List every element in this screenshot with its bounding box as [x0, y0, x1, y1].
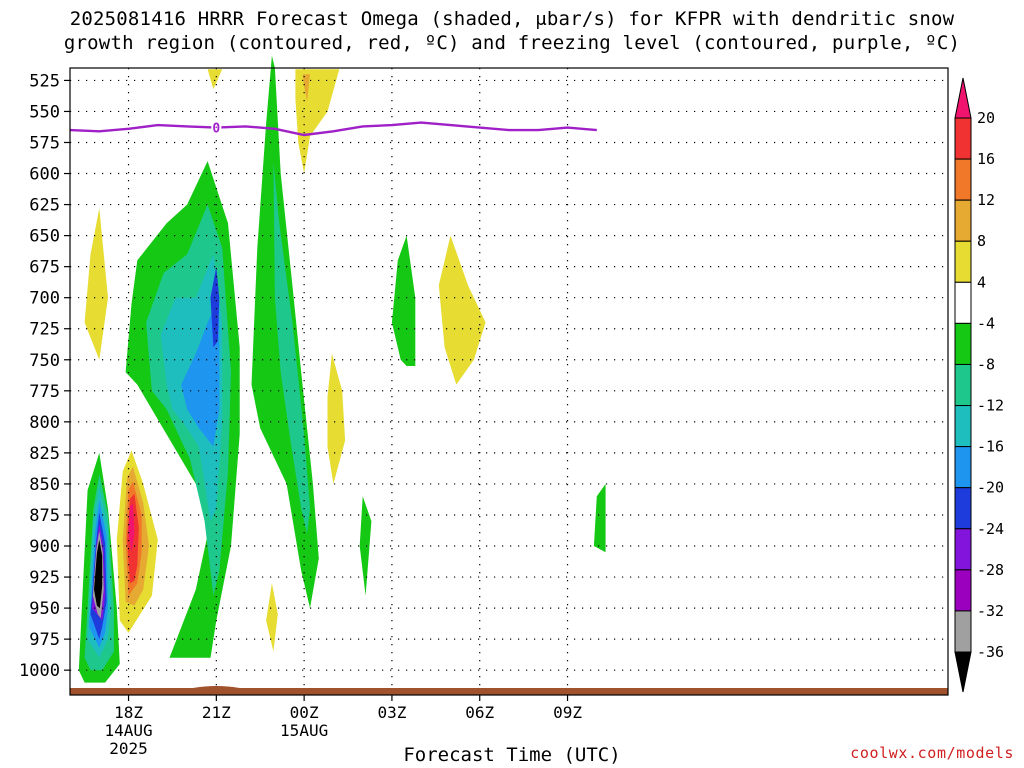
- colorbar-label: -24: [977, 520, 1004, 538]
- omega-contour-fill-19: [438, 235, 486, 385]
- chart-title-line1: 2025081416 HRRR Forecast Omega (shaded, …: [69, 8, 955, 30]
- y-tick-label: 600: [29, 165, 60, 185]
- colorbar-bottom-triangle: [954, 651, 972, 693]
- y-tick-label: 900: [29, 537, 60, 557]
- colorbar-label: 4: [977, 273, 986, 291]
- colorbar-label: -8: [977, 355, 995, 373]
- omega-contour-fill-17: [327, 353, 346, 484]
- colorbar-label: -36: [977, 643, 1004, 661]
- x-tick-sublabel: 15AUG: [280, 721, 328, 740]
- y-tick-label: 825: [29, 444, 60, 464]
- colorbar-label: -28: [977, 561, 1004, 579]
- colorbar-top-triangle: [954, 77, 972, 119]
- colorbar-swatch: [954, 487, 972, 530]
- x-tick-label: 21Z: [202, 703, 231, 722]
- y-tick-label: 1000: [19, 661, 60, 681]
- freezing-level-line: [69, 121, 597, 137]
- x-tick-sublabel: 2025: [109, 739, 148, 758]
- colorbar-label: 8: [977, 232, 986, 250]
- y-tick-label: 750: [29, 351, 60, 371]
- colorbar-label: -16: [977, 438, 1004, 456]
- y-tick-label: 875: [29, 506, 60, 526]
- colorbar-swatch: [954, 610, 972, 653]
- y-tick-label: 775: [29, 382, 60, 402]
- colorbar-swatch: [954, 569, 972, 612]
- colorbar-label: -12: [977, 397, 1004, 415]
- y-tick-label: 975: [29, 630, 60, 650]
- credit-text: coolwx.com/models: [850, 744, 1014, 762]
- y-tick-label: 525: [29, 71, 60, 91]
- y-tick-label: 650: [29, 227, 60, 247]
- colorbar-swatch: [954, 528, 972, 571]
- x-tick-sublabel: 14AUG: [104, 721, 152, 740]
- colorbar-swatch: [954, 405, 972, 448]
- y-tick-label: 925: [29, 568, 60, 588]
- y-tick-label: 725: [29, 320, 60, 340]
- omega-contour-fill-7: [94, 539, 103, 609]
- chart-title-line2: growth region (contoured, red, ºC) and f…: [63, 32, 961, 54]
- colorbar-swatch: [954, 363, 972, 407]
- colorbar-label: 16: [977, 150, 995, 168]
- x-axis-label: Forecast Time (UTC): [403, 744, 621, 766]
- omega-contour-fill-12: [128, 503, 135, 553]
- colorbar-label: 12: [977, 191, 995, 209]
- omega-contour-fill-29: [593, 483, 606, 553]
- omega-contour-fill-18: [266, 583, 278, 652]
- x-tick-label: 00Z: [290, 703, 319, 722]
- colorbar-swatch: [954, 322, 972, 365]
- y-tick-label: 950: [29, 599, 60, 619]
- y-tick-label: 800: [29, 413, 60, 433]
- y-tick-label: 575: [29, 133, 60, 153]
- colorbar-swatch: [954, 446, 972, 489]
- omega-contour-fill-26: [273, 161, 310, 534]
- colorbar-label: -32: [977, 602, 1004, 620]
- colorbar-label: -4: [977, 314, 995, 332]
- omega-contour-fill-15: [295, 69, 340, 174]
- colorbar-label: -20: [977, 479, 1004, 497]
- colorbar-swatch: [954, 240, 972, 283]
- colorbar-label: 20: [977, 109, 995, 127]
- terrain-strip: [70, 688, 948, 695]
- y-tick-label: 850: [29, 475, 60, 495]
- colorbar-swatch: [954, 199, 972, 242]
- colorbar-swatch: [954, 158, 972, 201]
- colorbar-swatch: [954, 281, 972, 324]
- y-tick-label: 550: [29, 102, 60, 122]
- terrain-bump: [192, 686, 240, 688]
- y-tick-label: 675: [29, 258, 60, 278]
- omega-contour-fill-16: [302, 74, 310, 102]
- omega-contour-fill-13: [84, 208, 108, 360]
- omega-contour-fill-23: [181, 297, 220, 447]
- freezing-label-bg: [211, 119, 222, 134]
- colorbar-swatch: [954, 117, 972, 160]
- y-tick-label: 700: [29, 289, 60, 309]
- omega-contour-fill-28: [359, 496, 372, 596]
- omega-contour-fill-27: [391, 235, 416, 366]
- freezing-level-label: 0: [212, 122, 220, 137]
- x-tick-label: 18Z: [114, 703, 143, 722]
- x-tick-label: 03Z: [377, 703, 406, 722]
- x-tick-label: 09Z: [553, 703, 582, 722]
- omega-contour-fill-14: [207, 69, 223, 90]
- x-tick-label: 06Z: [465, 703, 494, 722]
- omega-contour-fill-24: [210, 266, 220, 348]
- y-tick-label: 625: [29, 196, 60, 216]
